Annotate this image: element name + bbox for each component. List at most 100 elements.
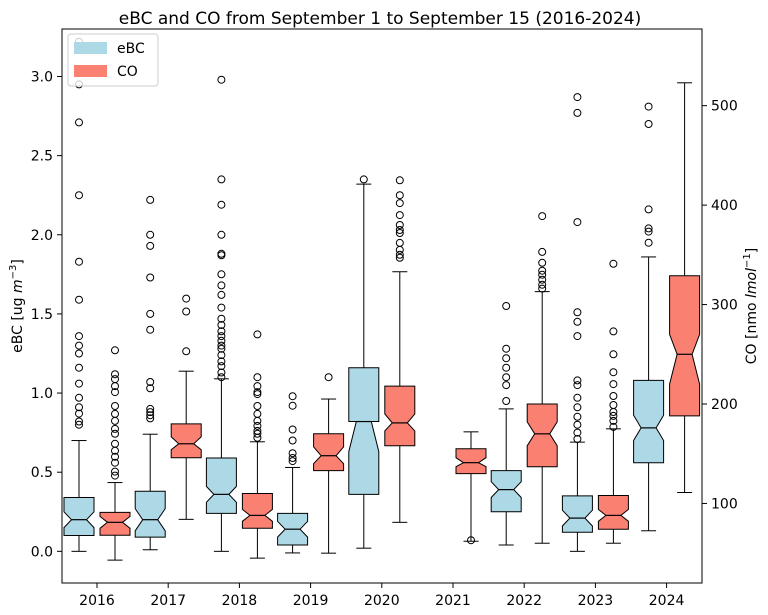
x-tick-label: 2022 — [506, 593, 542, 609]
flier-point — [538, 247, 547, 256]
x-tick-label: 2017 — [150, 593, 186, 609]
flier-point — [395, 199, 404, 208]
flier-point — [502, 397, 511, 405]
flier-point — [502, 354, 511, 363]
flier-point — [502, 344, 511, 353]
flier-point — [111, 375, 119, 384]
flier-point — [573, 420, 582, 429]
flier-point — [146, 309, 155, 318]
flier-point — [395, 245, 404, 254]
flier-point — [573, 317, 582, 326]
flier-point — [644, 224, 653, 233]
box-body — [63, 497, 95, 536]
flier-point — [253, 421, 262, 430]
box-co-2021 — [455, 431, 487, 545]
flier-point — [146, 411, 155, 420]
box-ebc-2019 — [277, 392, 309, 554]
flier-point — [75, 332, 83, 341]
left-tick-label: 1.5 — [31, 307, 53, 323]
flier-point — [182, 307, 191, 316]
flier-point — [217, 357, 226, 366]
flier-point — [111, 458, 119, 467]
flier-point — [111, 467, 119, 476]
flier-point — [217, 332, 226, 341]
box-co-2018 — [241, 330, 273, 559]
flier-point — [111, 370, 119, 379]
flier-point — [573, 381, 582, 390]
flier-point — [253, 429, 262, 438]
flier-point — [217, 341, 226, 350]
x-tick-label: 2020 — [364, 593, 400, 609]
flier-point — [644, 238, 653, 247]
flier-point — [538, 212, 547, 221]
box-body — [561, 495, 593, 533]
flier-point — [395, 238, 404, 247]
flier-point — [644, 227, 653, 236]
box-ebc-2022 — [490, 302, 522, 546]
flier-point — [573, 412, 582, 421]
flier-point — [502, 363, 511, 372]
flier-point — [253, 388, 262, 397]
flier-point — [75, 341, 83, 350]
left-y-label-suffix: ] — [10, 259, 26, 264]
right-y-axis-label: CO [nmo lmol−1] — [742, 248, 760, 364]
left-y-axis: 0.0 0.5 1.0 1.5 2.0 2.5 3.0 — [31, 69, 62, 560]
left-tick-label: 2.5 — [31, 149, 53, 165]
right-y-axis: 100 200 300 400 500 — [702, 99, 738, 512]
flier-point — [573, 218, 582, 227]
flier-point — [146, 414, 155, 423]
x-tick-label: 2021 — [435, 593, 471, 609]
flier-point — [609, 416, 618, 425]
box-ebc-2018 — [205, 75, 237, 552]
left-tick-label: 3.0 — [31, 69, 53, 85]
flier-point — [111, 439, 119, 448]
flier-point — [146, 384, 155, 393]
box-co-2019 — [313, 373, 345, 554]
flier-point — [359, 175, 368, 184]
flier-point — [146, 230, 155, 239]
flier-point — [395, 176, 404, 185]
flier-point — [75, 403, 83, 412]
flier-point — [75, 191, 83, 200]
x-tick-label: 2019 — [293, 593, 329, 609]
box-ebc-2024 — [633, 102, 665, 532]
flier-point — [217, 270, 226, 279]
chart-title: eBC and CO from September 1 to September… — [119, 9, 642, 29]
flier-point — [75, 363, 83, 372]
flier-point — [253, 416, 262, 425]
flier-point — [467, 536, 475, 545]
flier-point — [75, 393, 83, 402]
flier-point — [217, 368, 226, 377]
plot-area — [63, 37, 701, 561]
flier-point — [111, 424, 119, 433]
right-tick-label: 300 — [711, 298, 738, 314]
x-axis: 2016 2017 2018 2019 2020 2021 2022 2023 2024 — [79, 583, 685, 609]
flier-point — [395, 250, 404, 259]
flier-point — [395, 221, 404, 229]
flier-point — [146, 408, 155, 417]
flier-point — [217, 175, 226, 184]
box-ebc-2017 — [134, 195, 166, 551]
flier-point — [217, 303, 226, 312]
flier-point — [644, 120, 653, 128]
flier-point — [395, 229, 404, 237]
flier-point — [217, 344, 226, 353]
flier-point — [75, 295, 83, 304]
flier-point — [111, 388, 119, 397]
flier-point — [146, 241, 155, 250]
box-body — [384, 385, 416, 447]
flier-point — [538, 280, 547, 289]
left-y-label-italic: m — [10, 279, 26, 293]
flier-point — [538, 266, 547, 275]
box-ebc-2016 — [63, 37, 95, 552]
right-tick-label: 100 — [711, 496, 738, 512]
flier-point — [146, 404, 155, 413]
flier-point — [573, 393, 582, 402]
flier-point — [217, 362, 226, 371]
flier-point — [75, 420, 83, 429]
box-body — [205, 457, 237, 514]
right-tick-label: 500 — [711, 99, 738, 115]
flier-point — [609, 259, 618, 268]
flier-point — [609, 422, 618, 431]
